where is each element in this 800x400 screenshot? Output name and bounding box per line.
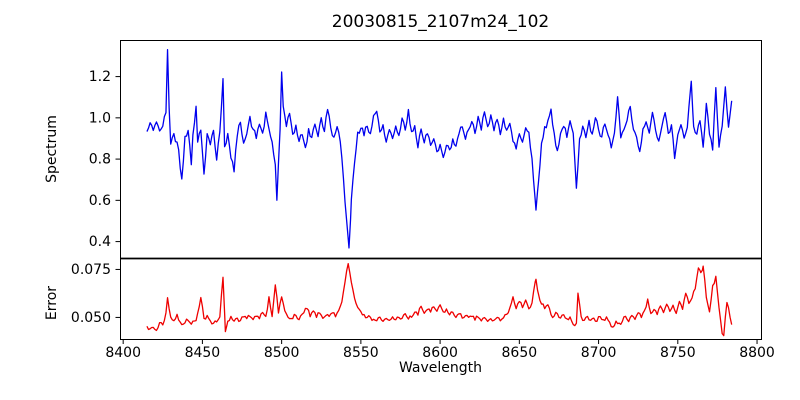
x-axis-tick-label: 8450: [185, 345, 221, 361]
spectrum-y-tick-label: 1.2: [89, 69, 111, 85]
x-axis-tick-label: 8600: [422, 345, 458, 361]
x-axis-tick-label: 8400: [105, 345, 141, 361]
x-axis-tick-label: 8700: [581, 345, 617, 361]
subplot-frame-error: [120, 258, 762, 340]
spectrum-y-tick-label: 0.6: [89, 193, 111, 209]
x-axis-label: Wavelength: [398, 360, 483, 376]
error-y-tick-label: 0.050: [71, 310, 111, 326]
x-axis-tick-label: 8800: [739, 345, 775, 361]
spectrum-y-tick-label: 1.0: [89, 110, 111, 126]
spectrum-y-tick-label: 0.8: [89, 152, 111, 168]
spectrum-line: [146, 49, 733, 249]
chart-title: 20030815_2107m24_102: [331, 12, 550, 32]
error-line: [146, 262, 733, 337]
spectrum-y-tick-label: 0.4: [89, 234, 111, 250]
x-axis-tick-label: 8550: [343, 345, 379, 361]
x-axis-tick-label: 8750: [660, 345, 696, 361]
x-axis-tick-label: 8500: [264, 345, 300, 361]
error-y-tick-label: 0.075: [71, 262, 111, 278]
x-axis-tick-label: 8650: [502, 345, 538, 361]
